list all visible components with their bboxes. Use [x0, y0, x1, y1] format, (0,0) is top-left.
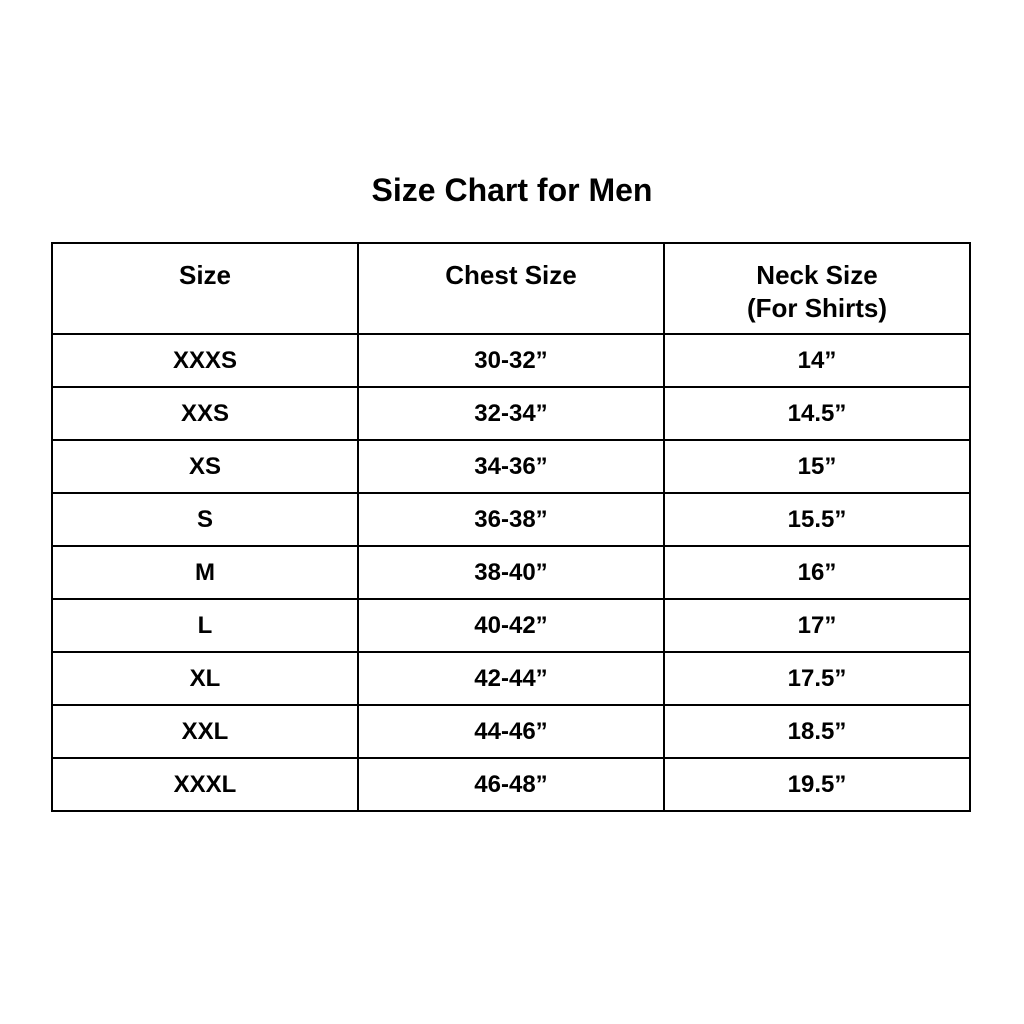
neck-size-cell: 16” [663, 545, 971, 600]
neck-size-cell: 17.5” [663, 651, 971, 706]
chest-size-cell: 32-34” [357, 386, 665, 441]
table-body: XXXS 30-32” 14” XXS 32-34” 14.5” XS 34-3… [51, 333, 971, 812]
chest-size-cell: 36-38” [357, 492, 665, 547]
size-cell: XS [51, 439, 359, 494]
size-cell: XXS [51, 386, 359, 441]
chest-size-cell: 30-32” [357, 333, 665, 388]
size-cell: XL [51, 651, 359, 706]
table-row: XXXL 46-48” 19.5” [51, 757, 971, 812]
column-header-size: Size [51, 242, 359, 335]
page-title: Size Chart for Men [371, 172, 653, 208]
neck-size-cell: 14.5” [663, 386, 971, 441]
chest-size-cell: 46-48” [357, 757, 665, 812]
size-cell: M [51, 545, 359, 600]
neck-size-cell: 17” [663, 598, 971, 653]
table-row: XL 42-44” 17.5” [51, 651, 971, 706]
neck-size-sublabel: (For Shirts) [746, 293, 888, 323]
table-row: XXXS 30-32” 14” [51, 333, 971, 388]
neck-size-cell: 19.5” [663, 757, 971, 812]
neck-size-cell: 14” [663, 333, 971, 388]
column-header-neck-size: Neck Size (For Shirts) [663, 242, 971, 335]
table-row: XS 34-36” 15” [51, 439, 971, 494]
header-row: Size Chest Size Neck Size (For Shirts) [51, 242, 971, 335]
neck-size-cell: 15” [663, 439, 971, 494]
table-row: L 40-42” 17” [51, 598, 971, 653]
table-row: XXS 32-34” 14.5” [51, 386, 971, 441]
table-row: S 36-38” 15.5” [51, 492, 971, 547]
chest-size-cell: 44-46” [357, 704, 665, 759]
table-row: XXL 44-46” 18.5” [51, 704, 971, 759]
size-cell: XXL [51, 704, 359, 759]
column-header-chest-size: Chest Size [357, 242, 665, 335]
size-cell: XXXL [51, 757, 359, 812]
neck-size-label: Neck Size [756, 260, 878, 290]
table-row: M 38-40” 16” [51, 545, 971, 600]
chest-size-cell: 42-44” [357, 651, 665, 706]
neck-size-cell: 15.5” [663, 492, 971, 547]
size-chart-table: Size Chest Size Neck Size (For Shirts) X… [51, 242, 971, 812]
size-cell: XXXS [51, 333, 359, 388]
chest-size-cell: 38-40” [357, 545, 665, 600]
neck-size-cell: 18.5” [663, 704, 971, 759]
chest-size-cell: 34-36” [357, 439, 665, 494]
table-header: Size Chest Size Neck Size (For Shirts) [51, 242, 971, 335]
size-cell: L [51, 598, 359, 653]
chest-size-cell: 40-42” [357, 598, 665, 653]
size-cell: S [51, 492, 359, 547]
